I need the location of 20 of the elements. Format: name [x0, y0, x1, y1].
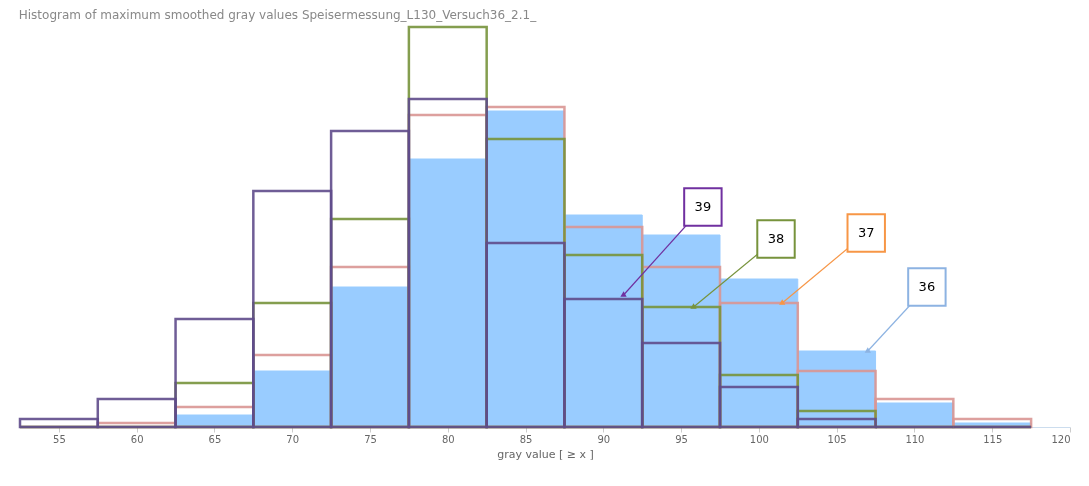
- text: 39: [694, 199, 712, 214]
- text: 37: [857, 225, 875, 240]
- x-tick-label: 110: [905, 433, 925, 445]
- text: 36: [918, 279, 936, 294]
- x-tick-label: 65: [208, 433, 222, 445]
- x-tick-label: 55: [53, 433, 66, 445]
- x-tick-label: 60: [130, 433, 144, 445]
- x-tick-label: 115: [983, 433, 1003, 445]
- x-tick-label: 120: [1051, 433, 1071, 445]
- x-tick-label: 80: [441, 433, 455, 445]
- text: 38: [767, 231, 785, 246]
- x-tick-label: 90: [597, 433, 611, 445]
- x-tick-label: 75: [364, 433, 377, 445]
- x-axis-title: gray value [ ≥ x ]: [497, 447, 594, 461]
- x-tick-label: 95: [675, 433, 688, 445]
- x-tick-label: 100: [749, 433, 769, 445]
- chart-title: Histogram of maximum smoothed gray values Speisermessung_L130_Versuch36_2.1_: [18, 7, 538, 22]
- x-tick-label: 85: [519, 433, 533, 445]
- x-tick-label: 105: [827, 433, 847, 445]
- x-tick-label: 70: [286, 433, 300, 445]
